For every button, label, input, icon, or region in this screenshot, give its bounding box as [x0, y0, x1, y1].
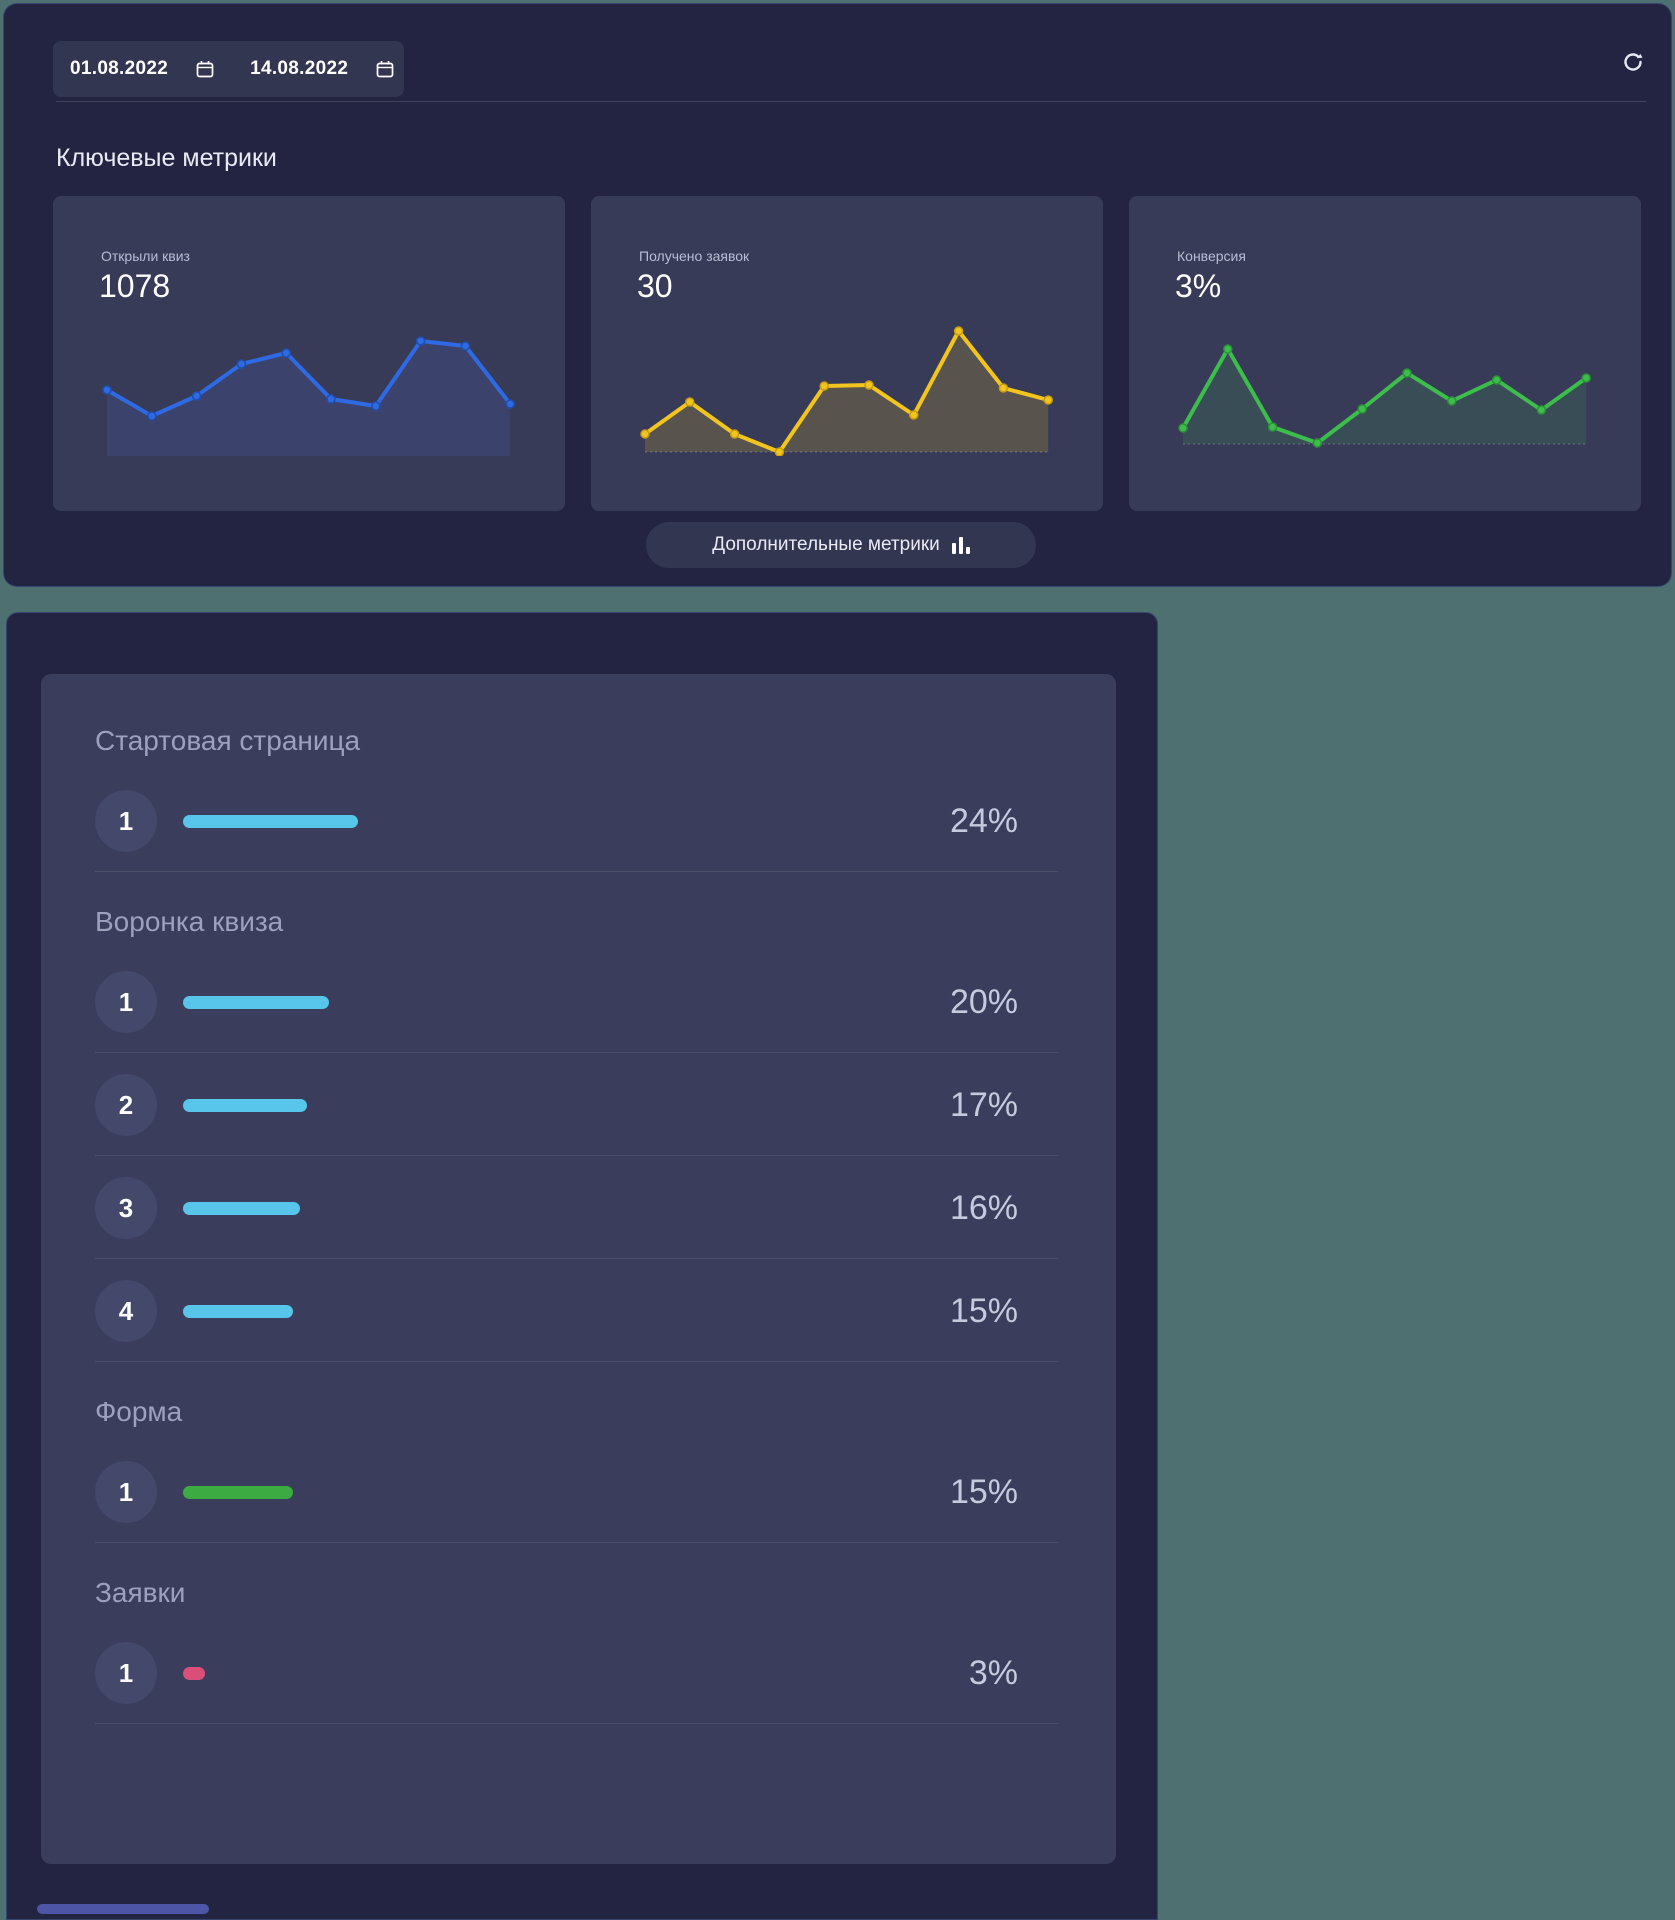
metric-card-opens: Открыли квиз 1078 [53, 196, 565, 511]
metric-value: 1078 [99, 268, 171, 304]
conversion-line-chart [1178, 344, 1591, 448]
step-number-badge: 1 [95, 790, 157, 852]
funnel-section-title: Форма [95, 1396, 183, 1427]
horizontal-scrollbar[interactable] [37, 1904, 209, 1914]
step-percent: 3% [968, 1653, 1018, 1692]
step-progress-bar [183, 1304, 293, 1318]
row-divider [95, 1361, 1058, 1362]
funnel-row: 1 15% [95, 1461, 1018, 1523]
step-progress-bar [183, 995, 329, 1009]
metric-value: 30 [637, 268, 673, 304]
step-percent: 15% [949, 1472, 1018, 1511]
calendar-icon[interactable] [376, 60, 394, 78]
step-progress-bar [183, 1485, 293, 1499]
step-number-badge: 4 [95, 1280, 157, 1342]
step-number-badge: 1 [95, 971, 157, 1033]
step-number-badge: 1 [95, 1461, 157, 1523]
step-percent: 15% [949, 1291, 1018, 1330]
row-divider [95, 871, 1058, 872]
additional-metrics-button[interactable]: Дополнительные метрики [646, 522, 1036, 568]
header-divider [56, 101, 1646, 102]
calendar-icon[interactable] [196, 60, 214, 78]
funnel-section-title: Воронка квиза [95, 906, 284, 937]
funnel-section-title: Стартовая страница [95, 725, 361, 756]
step-percent: 16% [949, 1188, 1018, 1227]
row-divider [95, 1542, 1058, 1543]
date-end-input[interactable]: 14.08.2022 [250, 58, 349, 79]
funnel-row: 1 24% [95, 790, 1018, 852]
step-percent: 17% [949, 1085, 1018, 1124]
funnel-row: 1 20% [95, 971, 1018, 1033]
additional-metrics-label: Дополнительные метрики [712, 534, 940, 555]
key-metrics-panel: 01.08.2022 14.08.2022 [3, 3, 1672, 587]
step-percent: 24% [949, 801, 1018, 840]
step-percent: 20% [949, 982, 1018, 1021]
date-start-input[interactable]: 01.08.2022 [70, 58, 169, 79]
funnel-section-title: Заявки [95, 1577, 186, 1608]
funnel-row: 4 15% [95, 1280, 1018, 1342]
page-title: Ключевые метрики [56, 144, 277, 172]
row-divider [95, 1052, 1058, 1053]
metric-card-leads: Получено заявок 30 [591, 196, 1103, 511]
metric-label: Конверсия [1177, 248, 1246, 264]
refresh-icon[interactable] [1621, 50, 1645, 74]
step-progress-bar [183, 1666, 205, 1680]
step-number-badge: 3 [95, 1177, 157, 1239]
funnel-row: 1 3% [95, 1642, 1018, 1704]
step-number-badge: 1 [95, 1642, 157, 1704]
step-progress-bar [183, 1098, 307, 1112]
row-divider [95, 1723, 1058, 1724]
metric-cards-row: Открыли квиз 1078 Получено заявок 30 Кон… [53, 196, 1641, 511]
opens-line-chart [102, 336, 515, 456]
funnel-card: Стартовая страница 1 24% Воронка квиза 1 20% 2… [41, 674, 1116, 1864]
leads-line-chart [640, 326, 1053, 456]
funnel-panel: Стартовая страница 1 24% Воронка квиза 1 20% 2… [6, 612, 1158, 1920]
metric-card-conversion: Конверсия 3% [1129, 196, 1641, 511]
step-progress-bar [183, 1201, 300, 1215]
funnel-row: 2 17% [95, 1074, 1018, 1136]
metric-label: Получено заявок [639, 248, 750, 264]
row-divider [95, 1258, 1058, 1259]
metric-value: 3% [1175, 268, 1222, 304]
bar-chart-icon [951, 536, 970, 554]
step-number-badge: 2 [95, 1074, 157, 1136]
funnel-row: 3 16% [95, 1177, 1018, 1239]
metric-label: Открыли квиз [101, 248, 190, 264]
row-divider [95, 1155, 1058, 1156]
step-progress-bar [183, 814, 358, 828]
date-range-picker[interactable]: 01.08.2022 14.08.2022 [53, 41, 404, 97]
